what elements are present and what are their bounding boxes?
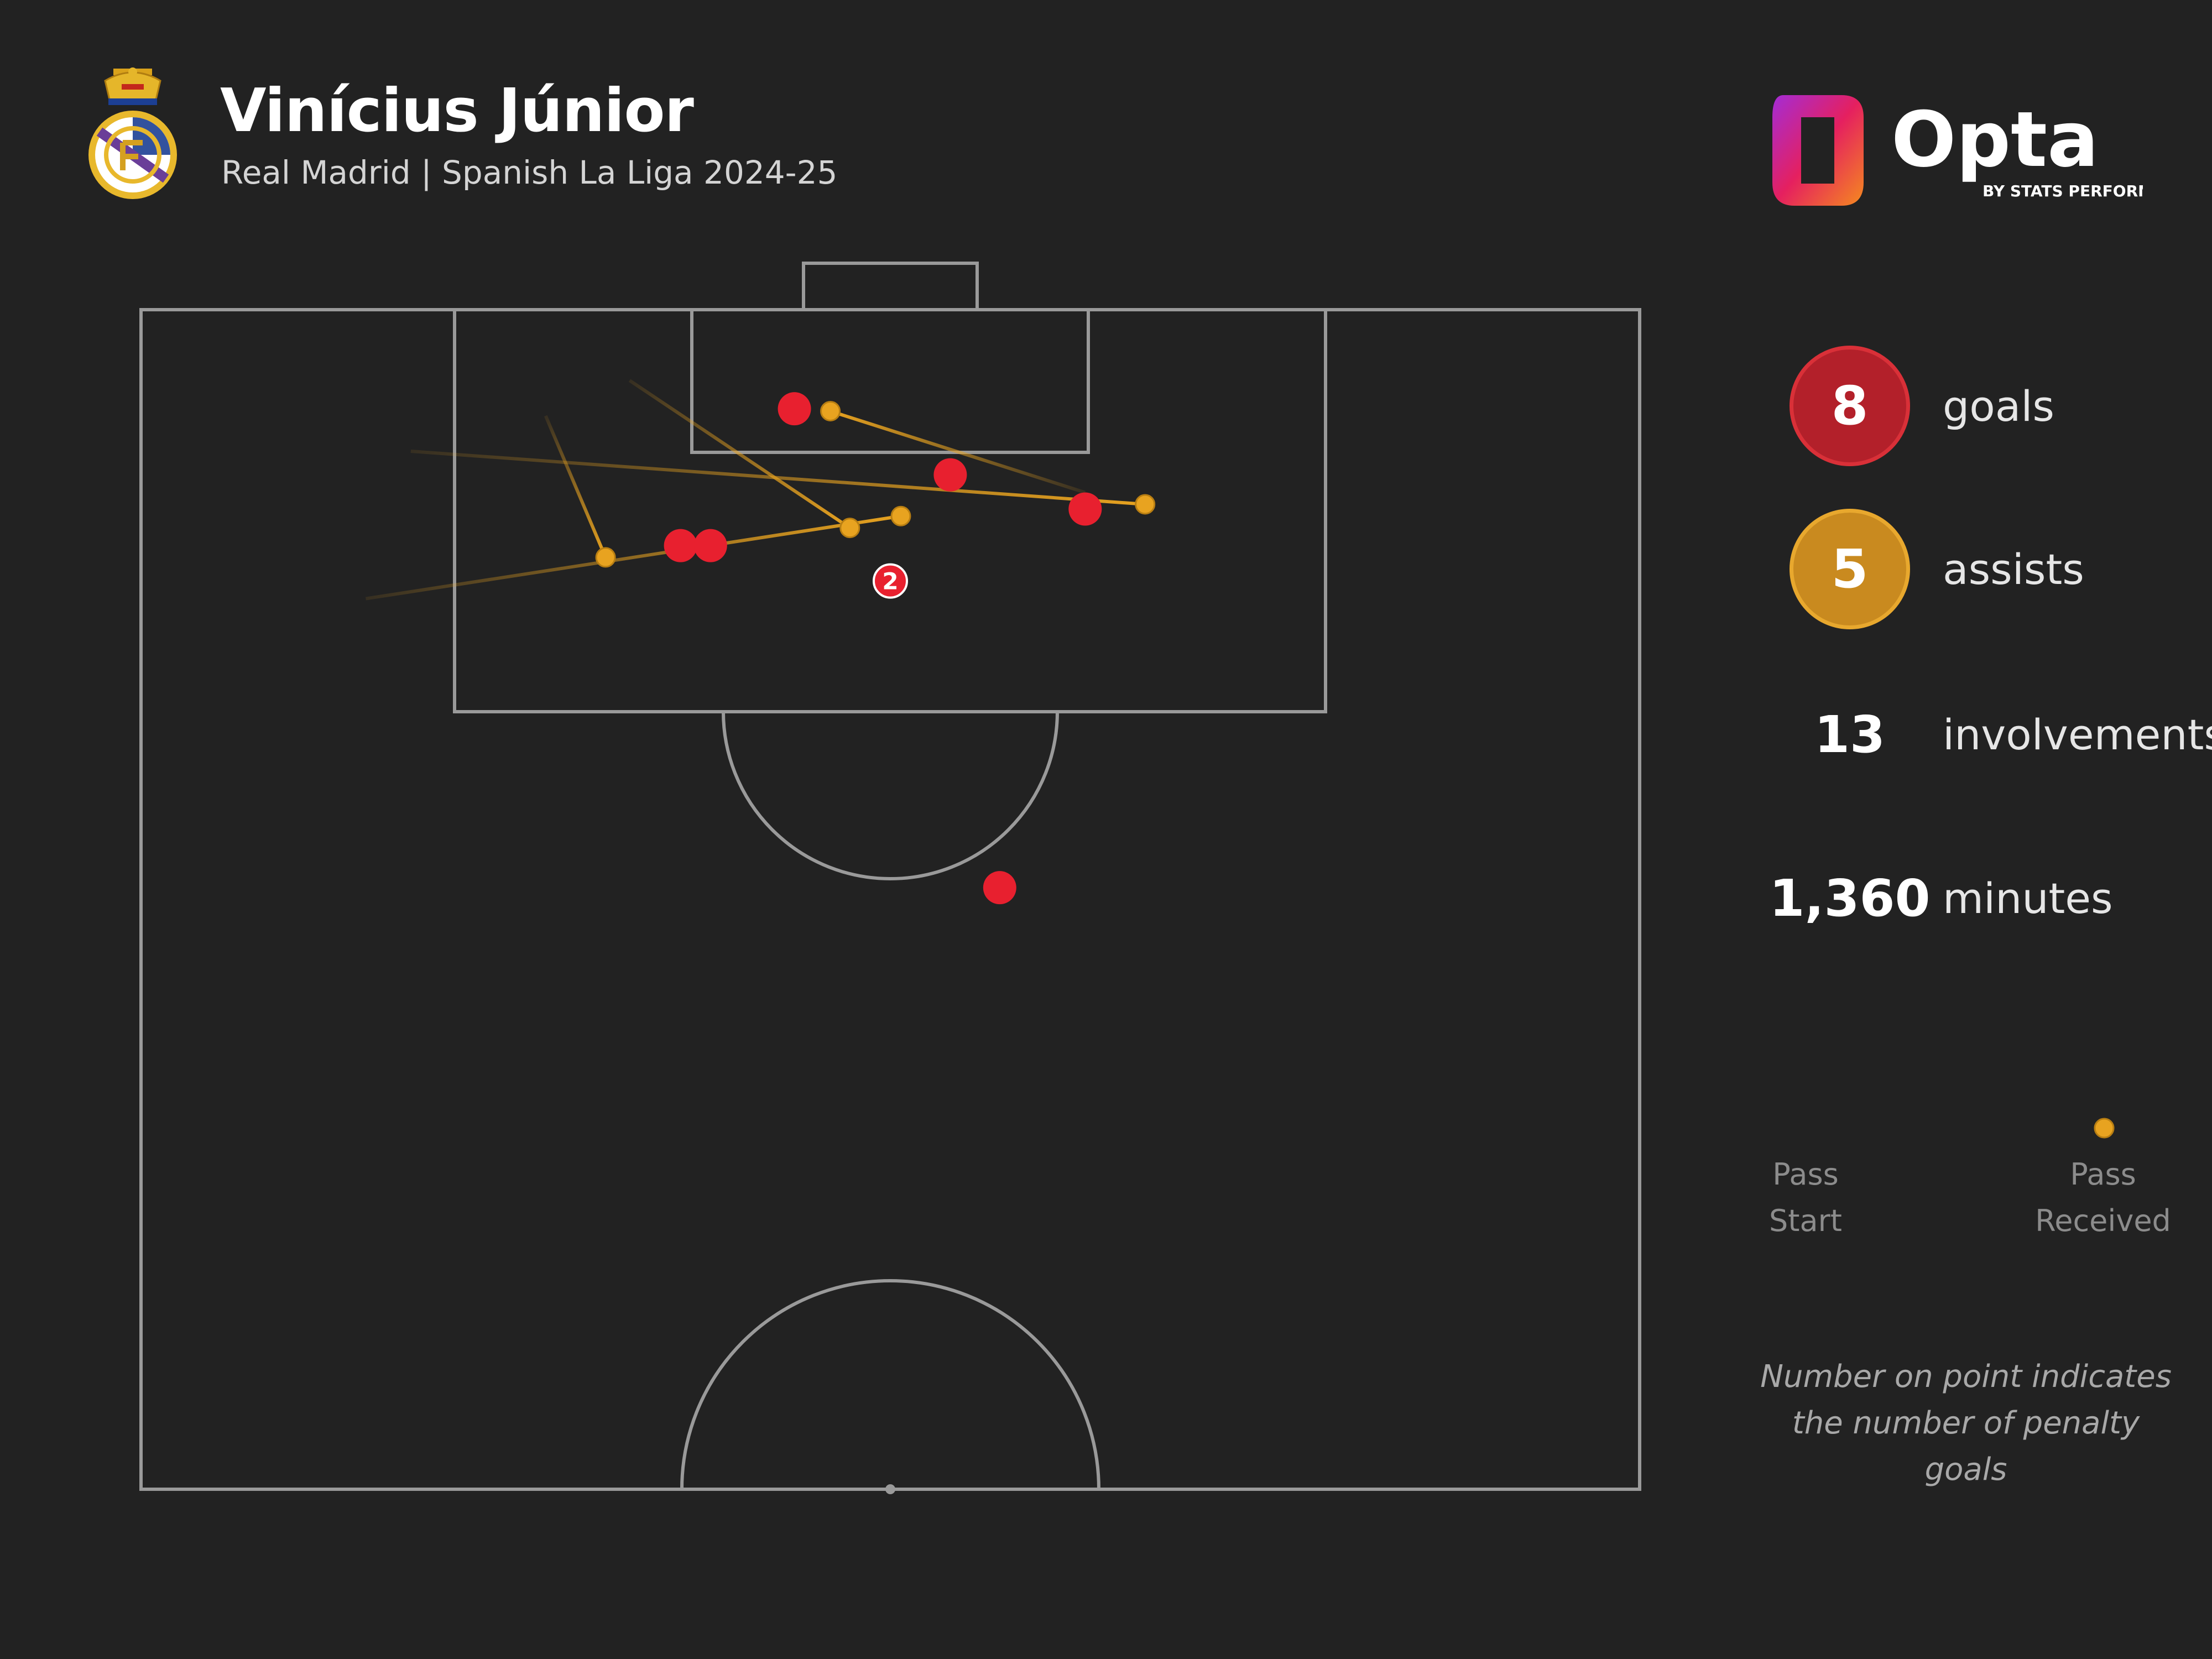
penalty-footnote-line1: Number on point indicates [1760,1359,2172,1395]
pitch-markings [139,262,1641,1491]
assists-layer [366,379,1156,601]
legend-pass-start-line2: Start [1769,1203,1842,1238]
assists-label: assists [1943,544,2084,594]
player-name: Vinícius Júnior [220,76,694,145]
goal-point [664,529,697,562]
opta-logo-subtext: BY STATS PERFORM [1983,182,2143,200]
goals-count-badge: 8 [1790,346,1910,466]
assist-pass-line [628,379,851,530]
legend-pass-received: Pass Received [2031,1151,2175,1244]
assist-pass-line [830,409,1086,494]
goal-frame [802,262,979,311]
penalty-footnote: Number on point indicates the number of … [1747,1354,2184,1493]
center-spot [885,1484,895,1494]
involvements-value: 13 [1814,705,1886,764]
legend-pass-received-line1: Pass [2070,1157,2136,1192]
involvements-stat: 13 involvements [1770,674,2212,807]
opta-logo-text: Opta [1891,95,2099,184]
goal-point [778,392,811,426]
goal-point [693,529,727,562]
penalty-goal-count-label: 2 [882,568,898,595]
page-subtitle: Real Madrid | Spanish La Liga 2024-25 [221,154,838,191]
penalty-arc [722,711,1059,880]
legend-pass-received-line2: Received [2035,1203,2171,1238]
pass-legend-line [1803,1118,2115,1139]
assist-received-point [1135,494,1156,515]
goal-point [983,871,1016,905]
assists-stat: 5 assists [1770,509,2212,641]
opta-logo: Opta BY STATS PERFORM [1772,95,2143,206]
goal-point [1068,492,1102,526]
goals-layer: 2 [664,392,1102,905]
minutes-value: 1,360 [1769,868,1931,928]
pass-received-marker [2094,1118,2115,1139]
assist-pass-line [366,514,901,601]
assist-received-point [820,400,841,421]
penalty-footnote-line2: the number of penalty goals [1792,1405,2140,1488]
assist-received-point [839,518,860,539]
legend-pass-start: Pass Start [1734,1151,1877,1244]
assists-count-badge: 5 [1790,509,1910,629]
center-circle [680,1279,1100,1490]
penalty-goal-point [873,563,908,599]
legend-pass-start-line1: Pass [1772,1157,1839,1192]
minutes-stat: 1,360 minutes [1770,838,2212,971]
assist-pass-line [544,415,607,559]
goals-stat: 8 goals [1770,346,2212,478]
goals-label: goals [1943,381,2055,431]
assist-received-point [890,505,911,526]
real-madrid-crest-icon [88,67,177,199]
minutes-label: minutes [1943,873,2113,923]
involvements-label: involvements [1943,709,2212,759]
assist-received-point [595,547,616,568]
goal-point [933,458,967,492]
